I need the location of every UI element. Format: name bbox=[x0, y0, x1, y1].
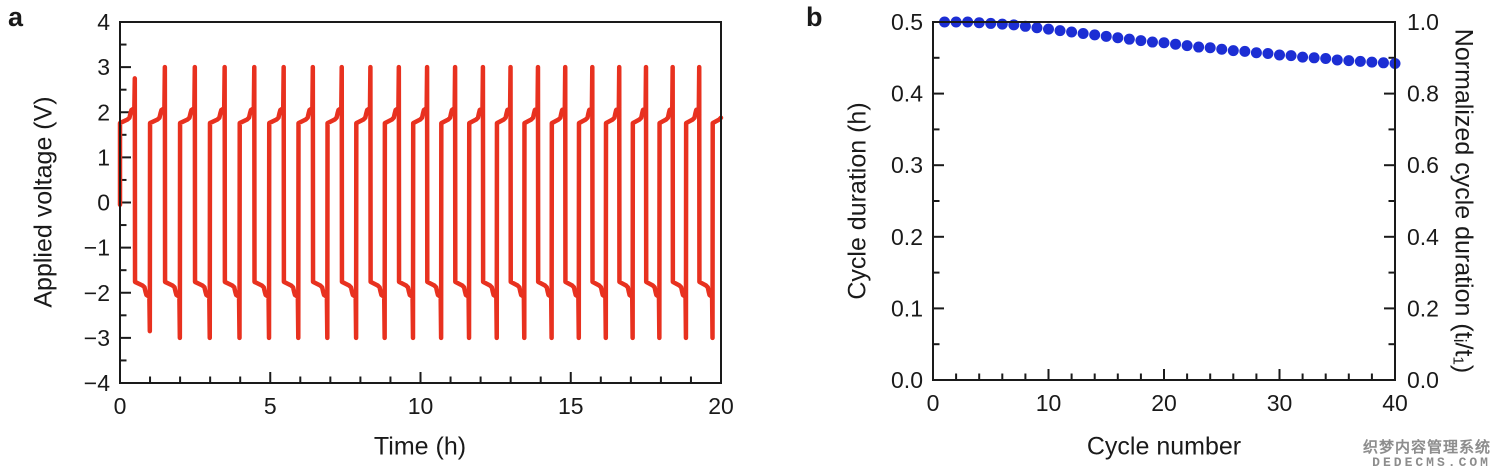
data-point bbox=[1308, 52, 1320, 64]
data-point bbox=[1297, 51, 1309, 63]
data-point bbox=[1343, 55, 1355, 67]
svg-text:40: 40 bbox=[1382, 390, 1408, 416]
svg-text:−4: −4 bbox=[84, 370, 110, 396]
svg-text:0.8: 0.8 bbox=[1407, 81, 1439, 107]
svg-text:0: 0 bbox=[97, 190, 110, 216]
data-point bbox=[1274, 49, 1285, 61]
panel-a-frame bbox=[119, 21, 722, 384]
data-point bbox=[1320, 53, 1332, 65]
data-point bbox=[1170, 38, 1182, 50]
data-point bbox=[1112, 32, 1124, 44]
data-point bbox=[1216, 43, 1228, 55]
svg-text:0.0: 0.0 bbox=[891, 367, 923, 393]
svg-text:0.0: 0.0 bbox=[1407, 367, 1439, 393]
data-point bbox=[1077, 27, 1089, 39]
svg-text:0.2: 0.2 bbox=[1407, 295, 1439, 321]
svg-text:−3: −3 bbox=[84, 325, 110, 351]
data-point bbox=[996, 18, 1008, 30]
svg-text:0.5: 0.5 bbox=[891, 9, 923, 35]
svg-text:5: 5 bbox=[264, 393, 277, 419]
data-point bbox=[985, 17, 997, 29]
watermark-line-cn: 织梦内容管理系统 bbox=[1362, 438, 1491, 456]
data-point bbox=[1227, 45, 1239, 57]
data-point bbox=[1135, 35, 1147, 47]
svg-text:0.6: 0.6 bbox=[1407, 152, 1439, 178]
data-point bbox=[1354, 55, 1366, 67]
svg-text:0.4: 0.4 bbox=[1407, 224, 1439, 250]
svg-text:−2: −2 bbox=[84, 280, 110, 306]
svg-text:10: 10 bbox=[408, 393, 434, 419]
svg-text:3: 3 bbox=[97, 54, 110, 80]
data-point bbox=[1089, 29, 1101, 41]
data-point bbox=[1193, 41, 1205, 53]
svg-text:0.2: 0.2 bbox=[891, 224, 923, 250]
panel-b-left-y-axis-label: Cycle duration (h) bbox=[843, 102, 872, 300]
panel-b-frame bbox=[932, 21, 1396, 381]
data-point bbox=[1285, 50, 1297, 62]
svg-text:0: 0 bbox=[114, 393, 127, 419]
svg-text:2: 2 bbox=[97, 99, 110, 125]
data-point bbox=[1146, 36, 1158, 48]
svg-text:1: 1 bbox=[97, 144, 110, 170]
svg-text:0.1: 0.1 bbox=[891, 295, 923, 321]
svg-text:0: 0 bbox=[927, 390, 940, 416]
svg-text:10: 10 bbox=[1036, 390, 1062, 416]
svg-text:0.4: 0.4 bbox=[891, 81, 923, 107]
panel-b-right-y-axis-label: Normalized cycle duration (tᵢ/t₁) bbox=[1449, 28, 1478, 374]
data-point bbox=[1331, 54, 1343, 66]
watermark-line-en: DEDECMS.COM bbox=[1372, 455, 1491, 471]
panel-a-y-axis-label: Applied voltage (V) bbox=[29, 96, 58, 308]
applied-voltage-waveform bbox=[117, 64, 724, 341]
data-point bbox=[1204, 42, 1216, 54]
data-point bbox=[1366, 56, 1378, 68]
cycle-duration-points bbox=[939, 16, 1401, 70]
svg-text:−1: −1 bbox=[84, 235, 110, 261]
data-point bbox=[1066, 26, 1078, 38]
data-point bbox=[1158, 37, 1170, 49]
data-point bbox=[1250, 47, 1262, 59]
data-point bbox=[1377, 57, 1389, 69]
svg-text:0.3: 0.3 bbox=[891, 152, 923, 178]
data-point bbox=[1100, 30, 1112, 42]
data-point bbox=[1239, 45, 1251, 57]
svg-text:1.0: 1.0 bbox=[1407, 9, 1439, 35]
panel-b-ticks: 0.50.40.30.20.10.01.00.80.60.40.20.00 10 2… bbox=[891, 9, 1439, 416]
data-point bbox=[1019, 20, 1031, 32]
data-point bbox=[1031, 22, 1043, 34]
svg-text:20: 20 bbox=[1151, 390, 1177, 416]
panel-a-x-axis-label: Time (h) bbox=[373, 432, 467, 461]
data-point bbox=[1123, 33, 1135, 45]
panel-b-letter: b bbox=[806, 2, 823, 32]
svg-text:15: 15 bbox=[558, 393, 584, 419]
watermark: 织梦内容管理系统 DEDECMS.COM bbox=[1363, 439, 1491, 471]
svg-text:4: 4 bbox=[97, 9, 110, 35]
panel-b-chart: 0.50.40.30.20.10.01.00.80.60.40.20.00 10 2… bbox=[891, 9, 1439, 416]
panel-b-x-axis-label: Cycle number bbox=[1086, 432, 1242, 461]
svg-text:20: 20 bbox=[708, 393, 734, 419]
data-point bbox=[1054, 25, 1066, 37]
data-point bbox=[1181, 40, 1193, 52]
panel-a-letter: a bbox=[8, 2, 24, 32]
svg-text:30: 30 bbox=[1267, 390, 1293, 416]
data-point bbox=[1043, 23, 1054, 35]
data-point bbox=[1262, 48, 1274, 59]
